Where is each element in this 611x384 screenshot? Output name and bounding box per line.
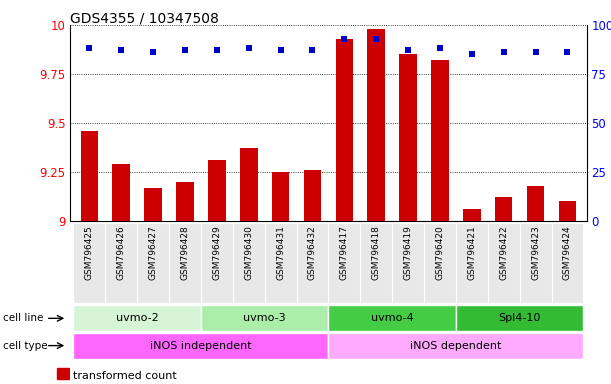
Bar: [169, 223, 201, 303]
Bar: [456, 223, 488, 303]
Bar: [400, 55, 417, 221]
Text: iNOS dependent: iNOS dependent: [410, 341, 502, 351]
Text: GSM796426: GSM796426: [117, 225, 126, 280]
Point: [84, 45, 94, 51]
Text: GSM796420: GSM796420: [436, 225, 444, 280]
Bar: [552, 223, 584, 303]
Bar: [240, 148, 257, 221]
Bar: [335, 39, 353, 221]
Bar: [73, 333, 329, 359]
Bar: [265, 223, 296, 303]
Bar: [81, 131, 98, 221]
Point: [340, 36, 349, 42]
Bar: [527, 185, 544, 221]
Point: [531, 49, 541, 55]
Text: uvmo-2: uvmo-2: [116, 313, 159, 323]
Point: [499, 49, 508, 55]
Bar: [488, 223, 519, 303]
Bar: [176, 182, 194, 221]
Bar: [233, 223, 265, 303]
Point: [435, 45, 445, 51]
Text: GSM796428: GSM796428: [180, 225, 189, 280]
Text: GSM796419: GSM796419: [404, 225, 412, 280]
Text: GSM796431: GSM796431: [276, 225, 285, 280]
Text: GSM796432: GSM796432: [308, 225, 317, 280]
Bar: [519, 223, 552, 303]
Text: cell type: cell type: [3, 341, 48, 351]
Bar: [463, 209, 481, 221]
Bar: [367, 29, 385, 221]
Text: GSM796423: GSM796423: [531, 225, 540, 280]
Bar: [329, 333, 584, 359]
Bar: [304, 170, 321, 221]
Text: GSM796417: GSM796417: [340, 225, 349, 280]
Bar: [456, 305, 584, 331]
Text: GSM796429: GSM796429: [213, 225, 221, 280]
Text: GSM796418: GSM796418: [371, 225, 381, 280]
Text: GSM796427: GSM796427: [148, 225, 158, 280]
Bar: [424, 223, 456, 303]
Bar: [201, 305, 329, 331]
Bar: [73, 223, 105, 303]
Text: GDS4355 / 10347508: GDS4355 / 10347508: [70, 12, 219, 25]
Point: [467, 51, 477, 58]
Bar: [296, 223, 329, 303]
Point: [148, 49, 158, 55]
Text: transformed count: transformed count: [73, 371, 177, 381]
Text: iNOS independent: iNOS independent: [150, 341, 252, 351]
Bar: [272, 172, 290, 221]
Bar: [208, 160, 225, 221]
Bar: [73, 305, 201, 331]
Bar: [201, 223, 233, 303]
Bar: [360, 223, 392, 303]
Text: GSM796421: GSM796421: [467, 225, 477, 280]
Point: [212, 47, 222, 53]
Point: [403, 47, 413, 53]
Bar: [56, 369, 69, 379]
Bar: [558, 201, 576, 221]
Text: Spl4-10: Spl4-10: [499, 313, 541, 323]
Point: [371, 36, 381, 42]
Bar: [112, 164, 130, 221]
Text: cell line: cell line: [3, 313, 43, 323]
Bar: [329, 223, 360, 303]
Bar: [144, 187, 162, 221]
Text: GSM796424: GSM796424: [563, 225, 572, 280]
Bar: [329, 305, 456, 331]
Bar: [431, 60, 448, 221]
Point: [116, 47, 126, 53]
Text: uvmo-3: uvmo-3: [243, 313, 286, 323]
Point: [563, 49, 573, 55]
Point: [307, 47, 317, 53]
Point: [180, 47, 190, 53]
Bar: [392, 223, 424, 303]
Bar: [495, 197, 513, 221]
Text: GSM796422: GSM796422: [499, 225, 508, 280]
Bar: [137, 223, 169, 303]
Text: GSM796425: GSM796425: [85, 225, 94, 280]
Text: GSM796430: GSM796430: [244, 225, 253, 280]
Point: [244, 45, 254, 51]
Text: uvmo-4: uvmo-4: [371, 313, 414, 323]
Bar: [105, 223, 137, 303]
Point: [276, 47, 285, 53]
